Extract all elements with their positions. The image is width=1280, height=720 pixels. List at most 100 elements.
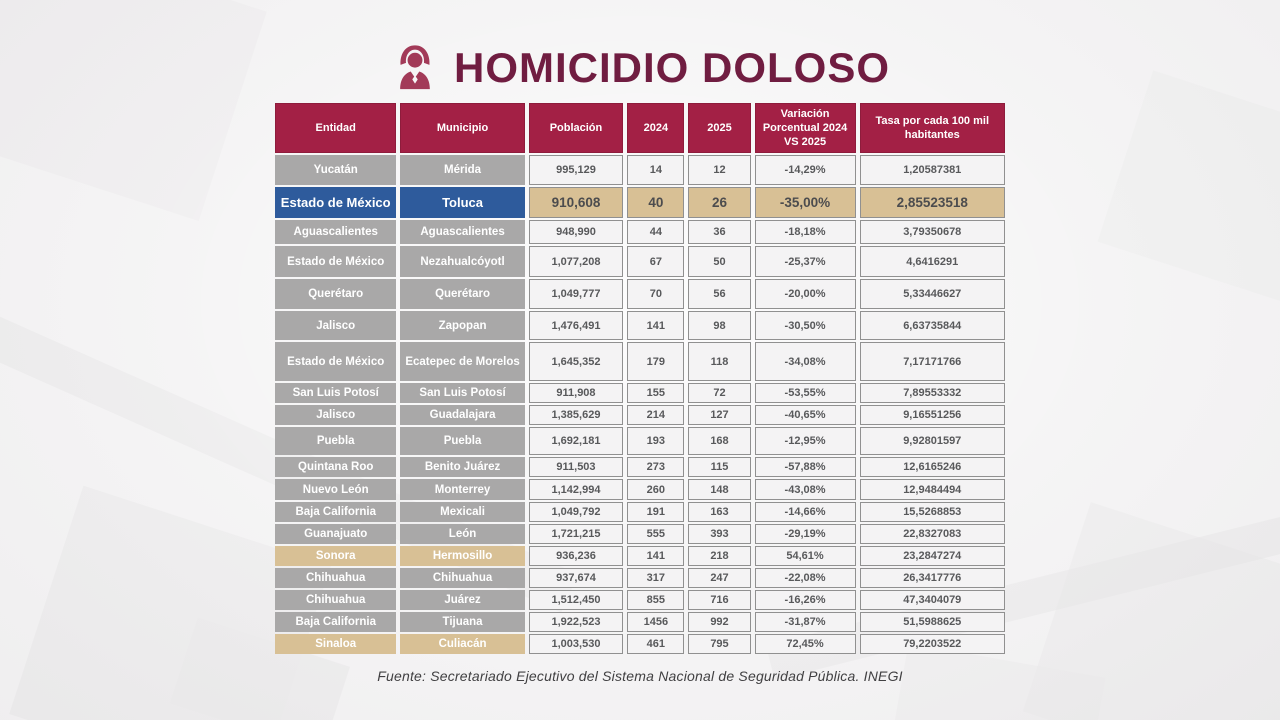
cell-2025: 56 — [688, 279, 751, 309]
cell-tasa: 6,63735844 — [859, 311, 1005, 340]
cell-variacion: -35,00% — [754, 187, 856, 218]
cell-2025: 118 — [688, 342, 751, 381]
cell-poblacion: 937,674 — [528, 568, 624, 588]
cell-municipio: Guadalajara — [400, 405, 525, 425]
cell-2025: 36 — [688, 220, 751, 244]
cell-entidad: Baja California — [275, 502, 397, 522]
cell-poblacion: 1,721,215 — [528, 524, 624, 544]
cell-tasa: 4,6416291 — [859, 246, 1005, 277]
cell-entidad: Jalisco — [275, 311, 397, 340]
cell-variacion: -43,08% — [754, 479, 856, 500]
col-header-entidad: Entidad — [275, 103, 397, 153]
table-row: Chihuahua Juárez 1,512,450 855 716 -16,26% 47,… — [275, 590, 1005, 610]
cell-tasa: 47,3404079 — [859, 590, 1005, 610]
cell-municipio: Chihuahua — [400, 568, 525, 588]
cell-poblacion: 948,990 — [528, 220, 624, 244]
table-row: Sinaloa Culiacán 1,003,530 461 795 72,45% 79,2… — [275, 634, 1005, 654]
cell-variacion: -30,50% — [754, 311, 856, 340]
col-header-tasa: Tasa por cada 100 mil habitantes — [859, 103, 1005, 153]
cell-municipio: Tijuana — [400, 612, 525, 632]
cell-2024: 214 — [627, 405, 685, 425]
cell-municipio: Aguascalientes — [400, 220, 525, 244]
table-row: Estado de México Ecatepec de Morelos 1,645… — [275, 342, 1005, 381]
col-header-poblacion: Población — [528, 103, 624, 153]
cell-variacion: -18,18% — [754, 220, 856, 244]
cell-2025: 127 — [688, 405, 751, 425]
cell-2025: 12 — [688, 155, 751, 185]
cell-municipio: Toluca — [400, 187, 525, 218]
cell-2025: 26 — [688, 187, 751, 218]
cell-municipio: Culiacán — [400, 634, 525, 654]
cell-tasa: 79,2203522 — [859, 634, 1005, 654]
cell-2025: 795 — [688, 634, 751, 654]
table-row: Baja California Tijuana 1,922,523 1456 992 -3… — [275, 612, 1005, 632]
table-row: Sonora Hermosillo 936,236 141 218 54,61% 23,28… — [275, 546, 1005, 566]
page-header: HOMICIDIO DOLOSO — [0, 40, 1280, 96]
cell-poblacion: 1,077,208 — [528, 246, 624, 277]
cell-2025: 716 — [688, 590, 751, 610]
cell-2024: 461 — [627, 634, 685, 654]
cell-entidad: Baja California — [275, 612, 397, 632]
table-row: Estado de México Nezahualcóyotl 1,077,208 6… — [275, 246, 1005, 277]
cell-2025: 98 — [688, 311, 751, 340]
homicide-table-wrap: Entidad Municipio Población 2024 2025 Va… — [271, 101, 1009, 656]
cell-municipio: Zapopan — [400, 311, 525, 340]
cell-entidad: San Luis Potosí — [275, 383, 397, 403]
col-header-2024: 2024 — [627, 103, 685, 153]
source-note: Fuente: Secretariado Ejecutivo del Siste… — [377, 668, 903, 684]
cell-2024: 555 — [627, 524, 685, 544]
table-row: Chihuahua Chihuahua 937,674 317 247 -22,08% 26… — [275, 568, 1005, 588]
cell-municipio: Monterrey — [400, 479, 525, 500]
cell-2025: 393 — [688, 524, 751, 544]
cell-poblacion: 1,645,352 — [528, 342, 624, 381]
cell-tasa: 2,85523518 — [859, 187, 1005, 218]
cell-tasa: 12,6165246 — [859, 457, 1005, 477]
cell-2025: 218 — [688, 546, 751, 566]
table-row: Estado de México Toluca 910,608 40 26 -35,00%… — [275, 187, 1005, 218]
cell-variacion: 54,61% — [754, 546, 856, 566]
table-row: San Luis Potosí San Luis Potosí 911,908 155… — [275, 383, 1005, 403]
cell-poblacion: 1,692,181 — [528, 427, 624, 455]
cell-tasa: 3,79350678 — [859, 220, 1005, 244]
table-row: Yucatán Mérida 995,129 14 12 -14,29% 1,2058738… — [275, 155, 1005, 185]
cell-2025: 992 — [688, 612, 751, 632]
cell-entidad: Guanajuato — [275, 524, 397, 544]
cell-tasa: 15,5268853 — [859, 502, 1005, 522]
cell-variacion: -53,55% — [754, 383, 856, 403]
cell-municipio: San Luis Potosí — [400, 383, 525, 403]
cell-entidad: Estado de México — [275, 187, 397, 218]
cell-variacion: -57,88% — [754, 457, 856, 477]
cell-municipio: Mérida — [400, 155, 525, 185]
cell-municipio: Puebla — [400, 427, 525, 455]
cell-2024: 44 — [627, 220, 685, 244]
col-header-municipio: Municipio — [400, 103, 525, 153]
cell-municipio: Querétaro — [400, 279, 525, 309]
cell-poblacion: 1,922,523 — [528, 612, 624, 632]
cell-variacion: -40,65% — [754, 405, 856, 425]
cell-2024: 14 — [627, 155, 685, 185]
cell-poblacion: 911,908 — [528, 383, 624, 403]
cell-tasa: 1,20587381 — [859, 155, 1005, 185]
cell-variacion: -29,19% — [754, 524, 856, 544]
cell-poblacion: 1,049,792 — [528, 502, 624, 522]
cell-municipio: Hermosillo — [400, 546, 525, 566]
cell-2024: 67 — [627, 246, 685, 277]
cell-2024: 155 — [627, 383, 685, 403]
cell-entidad: Querétaro — [275, 279, 397, 309]
cell-municipio: Nezahualcóyotl — [400, 246, 525, 277]
cell-poblacion: 1,142,994 — [528, 479, 624, 500]
cell-2025: 50 — [688, 246, 751, 277]
cell-tasa: 51,5988625 — [859, 612, 1005, 632]
cell-tasa: 7,89553332 — [859, 383, 1005, 403]
cell-municipio: León — [400, 524, 525, 544]
cell-entidad: Quintana Roo — [275, 457, 397, 477]
cell-2025: 247 — [688, 568, 751, 588]
cell-tasa: 9,16551256 — [859, 405, 1005, 425]
cell-2025: 72 — [688, 383, 751, 403]
cell-municipio: Mexicali — [400, 502, 525, 522]
table-row: Guanajuato León 1,721,215 555 393 -29,19% 22,8… — [275, 524, 1005, 544]
cell-2024: 70 — [627, 279, 685, 309]
cell-poblacion: 1,385,629 — [528, 405, 624, 425]
table-row: Puebla Puebla 1,692,181 193 168 -12,95% 9,9280… — [275, 427, 1005, 455]
